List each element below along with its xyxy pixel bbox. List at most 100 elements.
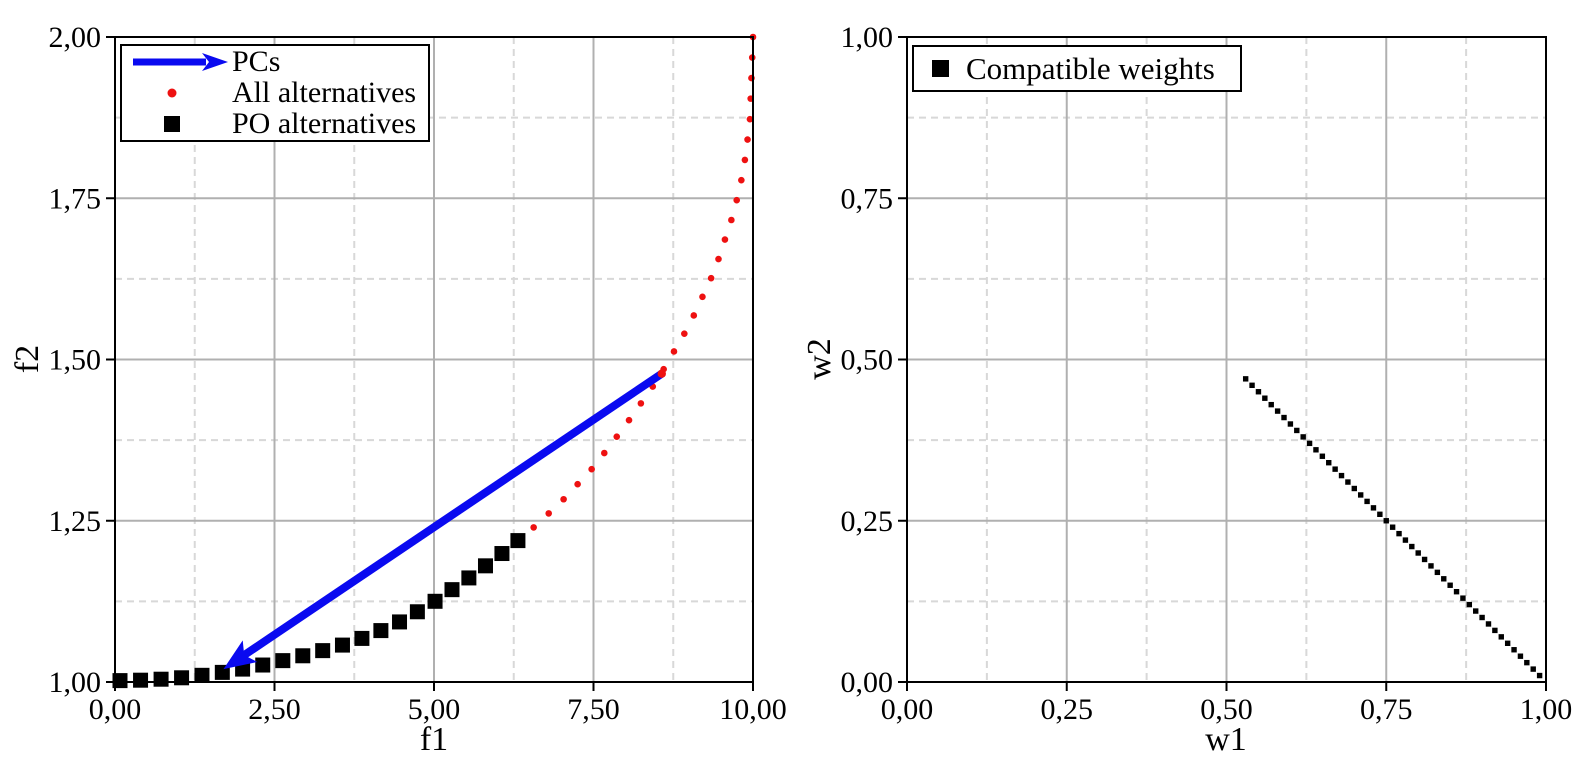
- compatible-weight-square: [1434, 569, 1441, 576]
- x-tick-label: 0,75: [1360, 693, 1413, 726]
- left-plot-x-axis-title: f1: [419, 721, 449, 758]
- all-alternatives-dot: [657, 369, 666, 378]
- compatible-weight-square: [1377, 511, 1383, 517]
- compatible-weight-square: [1274, 408, 1281, 414]
- x-tick-label: 5,00: [408, 693, 461, 726]
- all-alternatives-dot: [545, 510, 553, 517]
- compatible-weight-square: [1262, 395, 1268, 401]
- po-alternative-square: [427, 593, 443, 609]
- compatible-weight-square: [1402, 537, 1409, 543]
- compatible-weight-square: [1517, 653, 1524, 659]
- po-alternative-square: [214, 664, 230, 680]
- y-tick-label: 0,50: [841, 344, 894, 377]
- all-alternatives-dot: [690, 312, 698, 319]
- po-alternative-square: [194, 667, 210, 683]
- compatible-weight-square: [1242, 376, 1249, 382]
- all-alternatives-dot: [681, 330, 688, 337]
- compatible-weight-square: [1396, 530, 1402, 537]
- all-alternatives-dot: [741, 156, 749, 164]
- compatible-weight-square: [1498, 634, 1504, 640]
- y-tick-label: 1,00: [841, 21, 894, 54]
- compatible-weight-square: [1409, 543, 1415, 550]
- y-tick-label: 0,25: [841, 505, 894, 538]
- po-alternative-square: [373, 623, 389, 639]
- y-tick-label: 2,00: [49, 21, 102, 54]
- compatible-weight-square: [1287, 421, 1294, 427]
- right-plot-y-axis-title: w2: [801, 338, 838, 380]
- y-tick-label: 1,50: [49, 344, 102, 377]
- all-alternatives-dot: [721, 236, 729, 243]
- all-alternatives-dot: [707, 274, 715, 282]
- all-alternatives-dot: [613, 433, 621, 440]
- compatible-weight-square: [1511, 647, 1517, 653]
- x-tick-label: 10,00: [719, 693, 787, 726]
- y-tick-label: 1,00: [49, 666, 102, 699]
- compatible-weight-square: [1460, 595, 1466, 601]
- po-alternatives-square-icon: [122, 113, 232, 135]
- all-alternatives-dot: [560, 495, 567, 503]
- pcs-arrow-head: [223, 640, 258, 670]
- compatible-weight-square: [1485, 621, 1492, 627]
- po-alternative-square: [153, 671, 169, 687]
- po-alternative-square: [315, 643, 331, 659]
- po-alternative-square: [295, 648, 311, 664]
- all-alternatives-dot: [574, 480, 581, 488]
- compatible-weight-square: [1415, 550, 1421, 556]
- compatible-weight-square: [1281, 414, 1287, 421]
- x-tick-label: 0,00: [881, 693, 934, 726]
- legend-item-po-alternatives: PO alternatives: [122, 109, 428, 140]
- y-tick-label: 1,75: [49, 182, 102, 215]
- po-alternative-square: [112, 673, 128, 689]
- compatible-weight-square: [1338, 472, 1345, 479]
- compatible-weight-square: [1479, 614, 1485, 621]
- compatible-weight-square: [1364, 498, 1370, 505]
- all-alternatives-dot: [601, 449, 608, 457]
- all-alternatives-dot-icon: [122, 82, 232, 104]
- compatible-weight-square: [1351, 485, 1357, 492]
- legend-label: Compatible weights: [966, 51, 1215, 86]
- compatible-weight-square: [1473, 608, 1479, 614]
- compatible-weight-square: [1326, 460, 1332, 466]
- po-alternative-square: [392, 614, 408, 630]
- po-alternative-square: [477, 558, 493, 574]
- compatible-weight-square: [1492, 627, 1498, 634]
- y-tick-label: 1,25: [49, 505, 102, 538]
- pcs-arrow-shaft: [241, 370, 665, 660]
- po-alternative-square: [334, 637, 350, 653]
- legend-label: All alternatives: [232, 75, 417, 109]
- x-tick-label: 2,50: [248, 693, 301, 726]
- all-alternatives-dot: [738, 176, 745, 184]
- compatible-weight-square: [1530, 666, 1536, 672]
- all-alternatives-dot: [699, 293, 706, 301]
- all-alternatives-dot: [733, 196, 741, 204]
- left-plot-legend: PCs All alternatives PO alternatives: [120, 44, 430, 142]
- po-alternative-square: [461, 570, 477, 586]
- right-plot: 0,00 0,25 0,50 0,75 1,00 0,00 0,25 0,50 0,75 1,00: [841, 21, 1573, 726]
- compatible-weights-square-icon: [914, 58, 966, 80]
- legend-label: PCs: [232, 44, 281, 78]
- po-alternative-square: [255, 657, 271, 673]
- y-tick-label: 0,00: [841, 666, 894, 699]
- x-tick-label: 1,00: [1520, 693, 1573, 726]
- compatible-weight-square: [1389, 524, 1396, 530]
- x-tick-label: 0,50: [1200, 693, 1253, 726]
- compatible-weight-square: [1370, 505, 1377, 511]
- right-plot-legend: Compatible weights: [912, 45, 1242, 92]
- compatible-weight-square: [1447, 582, 1453, 588]
- compatible-weight-square: [1332, 466, 1338, 472]
- all-alternatives-dot: [530, 524, 537, 531]
- compatible-weight-square: [1524, 659, 1530, 666]
- compatible-weight-square: [1249, 382, 1255, 388]
- compatible-weight-square: [1306, 440, 1313, 447]
- compatible-weight-square: [1294, 427, 1300, 434]
- po-alternative-square: [444, 582, 460, 598]
- legend-label: PO alternatives: [232, 107, 417, 141]
- all-alternatives-dot: [588, 465, 595, 473]
- compatible-weight-square: [1255, 389, 1262, 395]
- compatible-weight-square: [1268, 401, 1274, 408]
- compatible-weight-square: [1300, 434, 1306, 440]
- compatible-weight-square: [1441, 576, 1447, 582]
- compatible-weight-square: [1313, 447, 1319, 453]
